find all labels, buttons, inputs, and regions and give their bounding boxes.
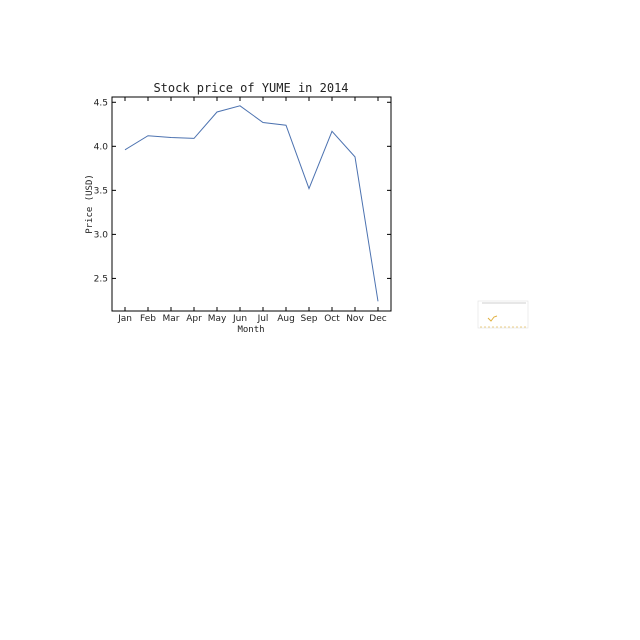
y-tick-label: 4.0 xyxy=(94,142,109,152)
x-tick-label: Dec xyxy=(369,314,386,324)
x-axis-label: Month xyxy=(237,325,264,335)
chart-title: Stock price of YUME in 2014 xyxy=(153,81,348,95)
y-tick-label: 4.5 xyxy=(94,98,108,108)
y-tick-label: 2.5 xyxy=(94,274,108,284)
x-tick-label: Jan xyxy=(117,314,132,324)
x-tick-label: Mar xyxy=(163,314,180,324)
y-axis-ticks: 2.5 3.0 3.5 4.0 4.5 xyxy=(94,98,391,284)
x-tick-label: Nov xyxy=(346,314,364,324)
plot-frame xyxy=(111,96,392,312)
y-tick-label: 3.0 xyxy=(94,230,109,240)
x-tick-label: Feb xyxy=(140,314,156,324)
x-tick-label: Apr xyxy=(186,314,202,324)
x-tick-label: Sep xyxy=(301,314,318,324)
x-tick-label: Jun xyxy=(232,314,247,324)
thumbnail-frame xyxy=(477,300,529,329)
x-tick-label: May xyxy=(208,314,227,324)
x-tick-label: Aug xyxy=(277,314,295,324)
x-tick-label: Oct xyxy=(324,314,340,324)
x-tick-label: Jul xyxy=(257,314,269,324)
chart-thumbnail xyxy=(477,300,529,329)
series-line xyxy=(124,105,379,302)
thumbnail-curve xyxy=(487,315,498,322)
y-axis-label: Price (USD) xyxy=(85,174,95,234)
x-axis-ticks: Jan Feb Mar Apr May Jun Jul Aug Sep Oct Nov Dec xyxy=(117,97,387,324)
y-tick-label: 3.5 xyxy=(94,186,108,196)
